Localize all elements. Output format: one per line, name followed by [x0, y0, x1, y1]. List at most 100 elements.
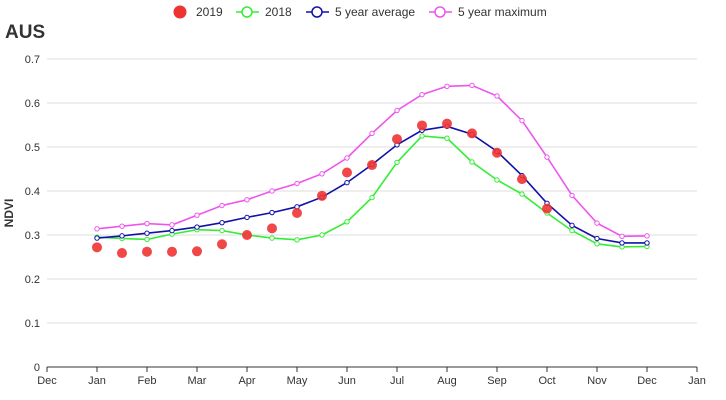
point-2018 — [569, 227, 575, 234]
point-2019 — [367, 160, 377, 171]
point-5-year-average — [219, 219, 225, 226]
chart-title: AUS — [5, 22, 45, 43]
point-5-year-maximum — [644, 233, 650, 239]
point-2018 — [494, 177, 500, 183]
y-tick-label: 0.7 — [25, 54, 40, 66]
legend-item-2018[interactable]: 2018 — [236, 5, 292, 19]
point-5-year-maximum — [94, 226, 100, 232]
point-2019 — [442, 118, 452, 129]
point-2019 — [167, 246, 177, 257]
point-5-year-average — [269, 209, 275, 216]
y-tick-label: 0 — [34, 362, 40, 374]
point-5-year-maximum — [569, 192, 575, 199]
y-tick-label: 0.4 — [25, 186, 40, 198]
point-2018 — [594, 241, 600, 247]
y-tick-label: 0.5 — [25, 142, 40, 154]
point-5-year-maximum — [369, 130, 375, 137]
point-2019 — [192, 246, 202, 257]
point-2019 — [117, 248, 127, 259]
legend-item-2019[interactable]: 2019 — [173, 5, 224, 19]
point-2018 — [144, 236, 150, 243]
x-tick-label: May — [287, 375, 308, 387]
x-tick-label: Nov — [587, 375, 607, 387]
point-2019 — [542, 203, 552, 214]
point-2019 — [92, 242, 102, 253]
point-5-year-maximum — [494, 93, 500, 99]
point-5-year-maximum — [544, 154, 550, 160]
point-5-year-average — [94, 235, 100, 241]
point-5-year-maximum — [269, 188, 275, 194]
point-2019 — [317, 190, 327, 201]
legend: 2019 2018 5 year average 5 year maximum — [173, 5, 547, 19]
point-2019 — [517, 174, 527, 185]
point-5-year-maximum — [519, 117, 525, 124]
x-tick-label: Mar — [188, 375, 207, 387]
point-5-year-average — [594, 235, 600, 242]
plot-area — [92, 82, 650, 259]
x-tick-label: Sep — [487, 375, 507, 387]
point-5-year-maximum — [394, 107, 400, 114]
point-5-year-maximum — [219, 202, 225, 209]
legend-marker-5-year-average — [311, 6, 323, 18]
point-2019 — [292, 208, 302, 218]
legend-item-5-year-average[interactable]: 5 year average — [306, 5, 415, 19]
point-5-year-average — [644, 240, 650, 246]
point-5-year-maximum — [244, 197, 250, 203]
point-5-year-average — [119, 233, 125, 239]
point-5-year-maximum — [344, 155, 350, 161]
point-2018 — [294, 237, 300, 243]
x-tick-label: Apr — [238, 375, 255, 387]
point-5-year-average — [244, 214, 250, 221]
x-tick-label: Jul — [390, 375, 404, 387]
point-2019 — [342, 167, 352, 178]
point-2018 — [444, 135, 450, 141]
point-5-year-maximum — [294, 180, 300, 187]
x-tick-label: Feb — [138, 375, 157, 387]
point-5-year-average — [194, 224, 200, 230]
point-2018 — [469, 159, 475, 165]
point-5-year-maximum — [119, 223, 125, 229]
y-tick-label: 0.1 — [25, 318, 40, 330]
point-2019 — [492, 147, 502, 158]
legend-item-5-year-maximum[interactable]: 5 year maximum — [429, 5, 547, 19]
point-5-year-maximum — [469, 82, 475, 89]
legend-marker-2019 — [173, 5, 187, 19]
point-2018 — [344, 219, 350, 225]
legend-label-2019: 2019 — [196, 5, 223, 19]
point-5-year-average — [619, 240, 625, 246]
x-tick-label: Oct — [538, 375, 555, 387]
x-tick-label: Jun — [338, 375, 356, 387]
legend-label-5-year-average: 5 year average — [335, 5, 415, 19]
point-5-year-maximum — [319, 171, 325, 177]
point-5-year-maximum — [169, 222, 175, 228]
point-5-year-maximum — [594, 220, 600, 226]
y-tick-label: 0.3 — [25, 230, 40, 242]
point-2018 — [419, 133, 425, 139]
point-5-year-average — [344, 179, 350, 186]
legend-label-5-year-maximum: 5 year maximum — [458, 5, 547, 19]
x-tick-label: Dec — [637, 375, 657, 387]
point-2019 — [242, 230, 252, 240]
point-2019 — [392, 134, 402, 145]
point-2019 — [467, 128, 477, 139]
legend-marker-2018 — [241, 6, 253, 18]
point-2019 — [142, 246, 152, 257]
point-5-year-maximum — [194, 212, 200, 218]
point-5-year-maximum — [444, 83, 450, 89]
point-2018 — [519, 191, 525, 197]
point-5-year-average — [569, 222, 575, 229]
point-2018 — [394, 159, 400, 166]
x-tick-label: Aug — [437, 375, 457, 387]
point-5-year-maximum — [144, 220, 150, 227]
point-2018 — [219, 227, 225, 234]
axes: 0 0.1 0.2 0.3 0.4 0.5 0.6 0.7 Dec Jan Feb Mar Apr May… — [25, 54, 706, 387]
x-tick-label: Jan — [688, 375, 706, 387]
point-5-year-average — [169, 227, 175, 234]
point-2018 — [369, 194, 375, 201]
grid — [47, 58, 697, 324]
y-tick-label: 0.2 — [25, 274, 40, 286]
point-2019 — [267, 223, 277, 234]
legend-marker-5-year-maximum — [434, 6, 446, 18]
point-2019 — [217, 239, 227, 250]
